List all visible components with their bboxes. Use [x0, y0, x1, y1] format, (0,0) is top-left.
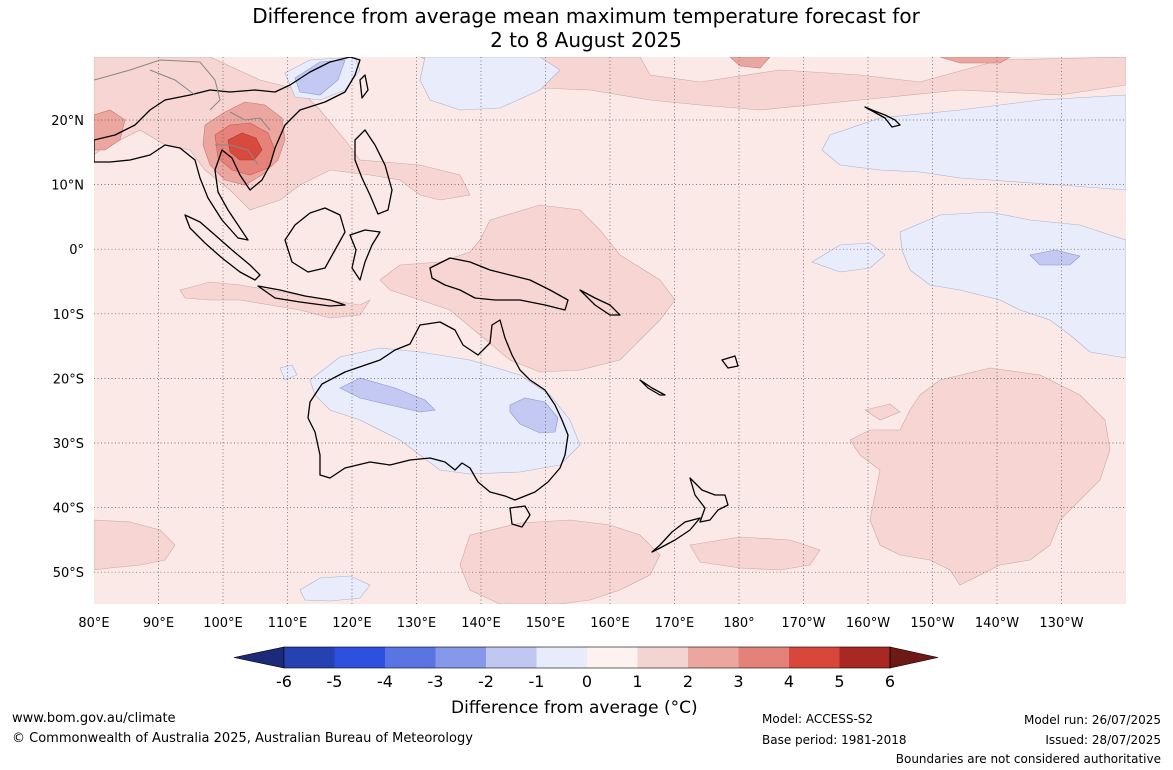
latitude-tick-label: 20°N	[51, 114, 84, 129]
country-boundaries	[94, 59, 271, 166]
colorbar-tick-label: 5	[834, 672, 844, 691]
colorbar-segment	[637, 647, 689, 668]
anomaly-zones-cool	[279, 57, 1126, 602]
longitude-tick-label: 100°E	[203, 616, 243, 631]
colorbar-tick-label: -6	[276, 672, 292, 691]
colorbar-tick-label: 4	[784, 672, 794, 691]
copyright-text: © Commonwealth of Australia 2025, Austra…	[12, 731, 473, 746]
latitude-tick-label: 50°S	[53, 566, 84, 581]
title-line-1: Difference from average mean maximum tem…	[252, 4, 920, 28]
longitude-tick-label: 80°E	[78, 616, 109, 631]
longitude-tick-label: 140°W	[975, 616, 1019, 631]
colorbar-segment	[789, 647, 840, 668]
colorbar-tick-label: 2	[683, 672, 693, 691]
longitude-tick-label: 160°E	[590, 616, 630, 631]
colorbar-tick-label: 3	[733, 672, 743, 691]
latitude-axis: 20°N 10°N 0° 10°S 20°S 30°S 40°S 50°S	[51, 114, 84, 581]
colorbar-segment	[284, 647, 335, 668]
latitude-tick-label: 20°S	[53, 372, 84, 387]
latitude-tick-label: 30°S	[53, 437, 84, 452]
fiji-coastline	[721, 355, 739, 369]
colorbar-tick-label: -1	[529, 672, 545, 691]
coastlines	[94, 57, 901, 553]
hawaii-coastline	[864, 106, 901, 128]
sumatra-coastline	[184, 214, 261, 281]
latitude-tick-label: 10°N	[51, 179, 84, 194]
new-guinea-coastline	[429, 257, 569, 311]
website-link[interactable]: www.bom.gov.au/climate	[12, 711, 176, 726]
title-line-2: 2 to 8 August 2025	[490, 28, 682, 52]
java-coastline	[257, 285, 346, 307]
longitude-tick-label: 130°E	[397, 616, 437, 631]
longitude-tick-label: 170°E	[655, 616, 695, 631]
boundaries-disclaimer: Boundaries are not considered authoritat…	[895, 752, 1161, 766]
colorbar-segment	[385, 647, 436, 668]
longitude-tick-label: 150°W	[910, 616, 954, 631]
colorbar-frame	[283, 646, 891, 669]
colorbar-segment	[738, 647, 790, 668]
longitude-axis: 80°E 90°E 100°E 110°E 120°E 130°E 140°E 150°E 16…	[78, 616, 1083, 631]
colorbar-tick-label: -3	[428, 672, 444, 691]
colorbar-segment	[486, 647, 537, 668]
longitude-tick-label: 120°E	[332, 616, 372, 631]
taiwan-coastline	[359, 74, 369, 99]
longitude-tick-label: 110°E	[268, 616, 308, 631]
longitude-tick-label: 90°E	[143, 616, 174, 631]
map-title: Difference from average mean maximum tem…	[0, 4, 1173, 52]
colorbar-label: Difference from average (°C)	[451, 698, 698, 718]
colorbar-tick-label: -2	[478, 672, 494, 691]
new-caledonia-coastline	[639, 379, 666, 396]
longitude-tick-label: 160°W	[846, 616, 890, 631]
latitude-tick-label: 40°S	[53, 502, 84, 517]
longitude-tick-label: 180°	[723, 616, 754, 631]
issued-date: Issued: 28/07/2025	[1045, 733, 1161, 747]
colorbar-segment	[839, 647, 891, 668]
colorbar-tick-label: -5	[327, 672, 343, 691]
colorbar-tick-labels: -6 -5 -4 -3 -2 -1 0 1 2 3 4 5 6	[276, 672, 895, 691]
model-name: Model: ACCESS-S2	[762, 712, 874, 726]
colorbar-extend-high	[889, 646, 939, 669]
philippines-coastline	[354, 129, 393, 215]
colorbar-segment	[536, 647, 588, 668]
anomaly-zones-cold	[294, 59, 1081, 434]
new-zealand-south-coastline	[651, 517, 701, 553]
latitude-tick-label: 10°S	[53, 308, 84, 323]
colorbar-tick-label: -4	[377, 672, 393, 691]
anomaly-zone-extreme-hot	[227, 132, 263, 161]
longitude-tick-label: 170°W	[781, 616, 825, 631]
solomon-islands-coastline	[579, 289, 621, 316]
colorbar-segment	[688, 647, 739, 668]
model-run-date: Model run: 26/07/2025	[1023, 713, 1161, 727]
colorbar-segment	[334, 647, 386, 668]
new-zealand-north-coastline	[689, 477, 729, 523]
colorbar-segment	[587, 647, 638, 668]
tasmania-coastline	[509, 505, 531, 528]
latitude-tick-label: 0°	[69, 243, 84, 258]
base-period: Base period: 1981-2018	[762, 733, 907, 747]
colorbar-tick-label: 0	[582, 672, 592, 691]
longitude-tick-label: 130°W	[1039, 616, 1083, 631]
colorbar-extend-low	[233, 646, 285, 669]
borneo-coastline	[284, 207, 346, 273]
sulawesi-coastline	[349, 229, 381, 281]
colorbar-tick-label: 6	[885, 672, 895, 691]
longitude-tick-label: 140°E	[461, 616, 501, 631]
longitude-tick-label: 150°E	[526, 616, 566, 631]
australia-coastline	[307, 319, 569, 501]
colorbar-segment	[435, 647, 487, 668]
graticule	[94, 57, 1126, 604]
colorbar-tick-label: 1	[632, 672, 642, 691]
colorbar	[233, 646, 939, 669]
asia-mainland-coastline	[94, 57, 361, 241]
